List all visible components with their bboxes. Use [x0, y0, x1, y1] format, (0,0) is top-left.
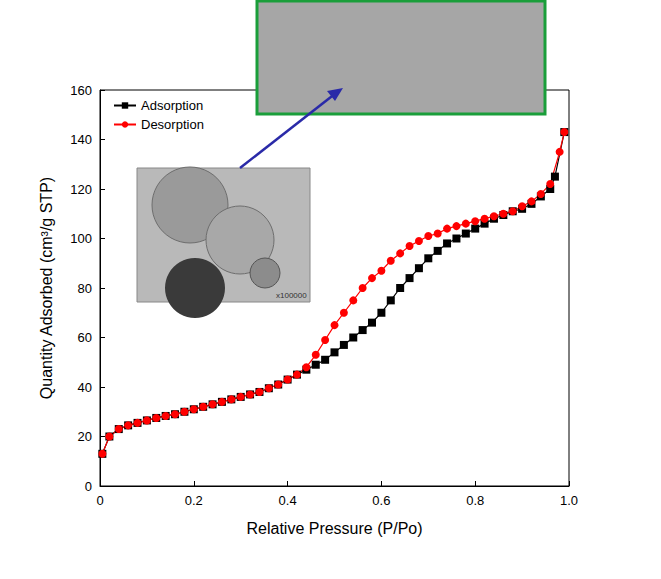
svg-text:120: 120: [70, 182, 92, 197]
svg-text:1.0: 1.0: [560, 493, 578, 508]
svg-text:160: 160: [70, 83, 92, 98]
svg-text:Quantity Adsorbed (cm³/g STP): Quantity Adsorbed (cm³/g STP): [38, 177, 55, 399]
svg-text:0: 0: [96, 493, 103, 508]
svg-text:60: 60: [78, 330, 92, 345]
svg-text:0.6: 0.6: [372, 493, 390, 508]
svg-text:80: 80: [78, 281, 92, 296]
svg-text:140: 140: [70, 132, 92, 147]
svg-text:x100000: x100000: [276, 291, 307, 300]
svg-text:Relative Pressure (P/Po): Relative Pressure (P/Po): [246, 520, 422, 537]
svg-text:Desorption: Desorption: [141, 117, 204, 132]
svg-text:0.8: 0.8: [466, 493, 484, 508]
svg-text:Adsorption: Adsorption: [141, 98, 203, 113]
svg-text:0.2: 0.2: [185, 493, 203, 508]
svg-text:100: 100: [70, 231, 92, 246]
svg-text:0.4: 0.4: [279, 493, 297, 508]
svg-text:40: 40: [78, 380, 92, 395]
svg-text:0: 0: [85, 479, 92, 494]
svg-text:20: 20: [78, 429, 92, 444]
